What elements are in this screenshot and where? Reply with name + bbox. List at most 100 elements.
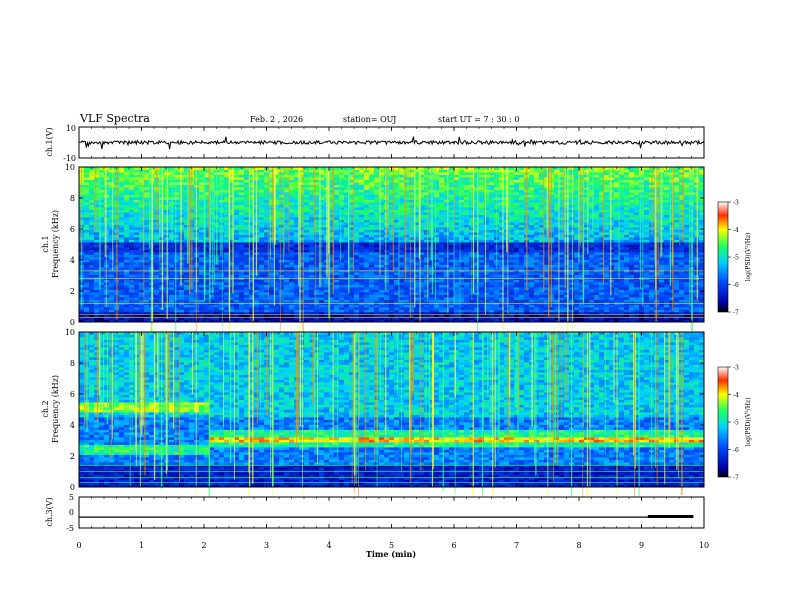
spectrogram-cell — [484, 272, 490, 275]
spectrogram-cell — [289, 262, 295, 265]
spectrogram-cell — [309, 227, 315, 230]
spectrogram-cell — [229, 224, 235, 228]
spectrogram-cell — [564, 222, 570, 225]
spectrogram-cell — [374, 257, 380, 260]
spectrogram-cell — [204, 314, 210, 318]
spectrogram-cell — [344, 267, 350, 270]
spectrogram-cell — [429, 282, 435, 285]
spectrogram-cell — [89, 254, 95, 258]
spectrogram-cell — [199, 304, 205, 308]
spectrogram-cell — [394, 287, 400, 290]
spectrogram-cell — [289, 259, 295, 263]
spectrogram-cell — [624, 244, 630, 248]
spectrogram-cell — [204, 249, 210, 253]
spectrogram-cell — [434, 237, 440, 240]
spectrogram-cell — [259, 309, 265, 313]
spectrogram-cell — [414, 239, 420, 243]
spectrogram-cell — [224, 294, 230, 298]
spectrogram-cell — [694, 304, 700, 308]
spectrogram-cell — [474, 232, 480, 235]
spectrogram-cell — [479, 234, 485, 238]
spectrogram-cell — [244, 272, 250, 275]
spectrogram-cell — [399, 274, 405, 278]
spectrogram-cell — [404, 314, 410, 318]
spectrogram-cell — [684, 314, 690, 318]
spectrogram-cell — [489, 294, 495, 298]
spectrogram-cell — [119, 239, 125, 243]
spectrogram-cell — [684, 252, 690, 255]
spectrogram-cell — [594, 299, 600, 303]
spectrogram-cell — [299, 252, 305, 255]
spectrogram-cell — [529, 312, 535, 315]
spectrogram-cell — [264, 267, 270, 270]
spectrogram-cell — [134, 239, 140, 243]
spectrogram-cell — [264, 274, 270, 278]
spectrogram-cell — [374, 222, 380, 225]
spectrogram-cell — [409, 239, 415, 243]
spectrogram-cell — [204, 222, 210, 225]
spectrogram-cell — [299, 232, 305, 235]
spectrogram-cell — [209, 307, 215, 310]
spectrogram-cell — [439, 292, 445, 295]
spectrogram-cell — [674, 312, 680, 315]
spectrogram-cell — [454, 252, 460, 255]
spectrogram-cell — [529, 232, 535, 235]
spectrogram-cell — [554, 237, 560, 240]
spectrogram-cell — [324, 279, 330, 283]
spectrogram-cell — [619, 279, 625, 283]
spectrogram-cell — [649, 249, 655, 253]
spectrogram-cell — [419, 249, 425, 253]
spectrogram-cell — [539, 247, 545, 250]
spectrogram-cell — [604, 317, 610, 320]
spectrogram-cell — [134, 282, 140, 285]
spectrogram-cell — [329, 312, 335, 315]
spectrogram-cell — [414, 309, 420, 313]
spectrogram-cell — [199, 299, 205, 303]
spectrogram-cell — [99, 224, 105, 228]
spectrogram-cell — [364, 309, 370, 313]
spectrogram-cell — [449, 254, 455, 258]
spectrogram-cell — [99, 299, 105, 303]
spectrogram-cell — [374, 239, 380, 243]
spectrogram-cell — [364, 294, 370, 298]
spectrogram-cell — [559, 252, 565, 255]
spectrogram-cell — [374, 284, 380, 288]
spectrogram-cell — [604, 232, 610, 235]
spectrogram-cell — [129, 274, 135, 278]
spectrogram-cell — [624, 284, 630, 288]
spectrogram-cell — [349, 282, 355, 285]
spectrogram-cell — [249, 222, 255, 225]
spectrogram-cell — [244, 259, 250, 263]
spectrogram-cell — [599, 229, 605, 233]
spectrogram-cell — [424, 279, 430, 283]
spectrogram-cell — [309, 299, 315, 303]
spectrogram-cell — [649, 312, 655, 315]
spectrogram-cell — [629, 239, 635, 243]
spectrogram-cell — [419, 304, 425, 308]
spectrogram-cell — [534, 262, 540, 265]
spectrogram-cell — [109, 274, 115, 278]
spectrogram-cell — [399, 289, 405, 293]
spectrogram-cell — [344, 272, 350, 275]
spectrogram-cell — [409, 307, 415, 310]
spectrogram-cell — [429, 319, 435, 323]
spectrogram-cell — [334, 224, 340, 228]
spectrogram-cell — [594, 287, 600, 290]
spectrogram-cell — [209, 294, 215, 298]
spectrogram-cell — [439, 239, 445, 243]
spectrogram-cell — [279, 244, 285, 248]
spectrogram-cell — [224, 262, 230, 265]
spectrogram-cell — [239, 272, 245, 275]
spectrogram-cell — [584, 274, 590, 278]
spectrogram-cell — [639, 264, 645, 268]
spectrogram-cell — [699, 314, 705, 318]
spectrogram-cell — [604, 294, 610, 298]
spectrogram-cell — [109, 279, 115, 283]
spectrogram-cell — [139, 227, 145, 230]
spectrogram-cell — [529, 314, 535, 318]
spectrogram-cell — [269, 294, 275, 298]
spectrogram-cell — [379, 312, 385, 315]
spectrogram-cell — [509, 254, 515, 258]
spectrogram-cell — [669, 287, 675, 290]
spectrogram-cell — [364, 254, 370, 258]
